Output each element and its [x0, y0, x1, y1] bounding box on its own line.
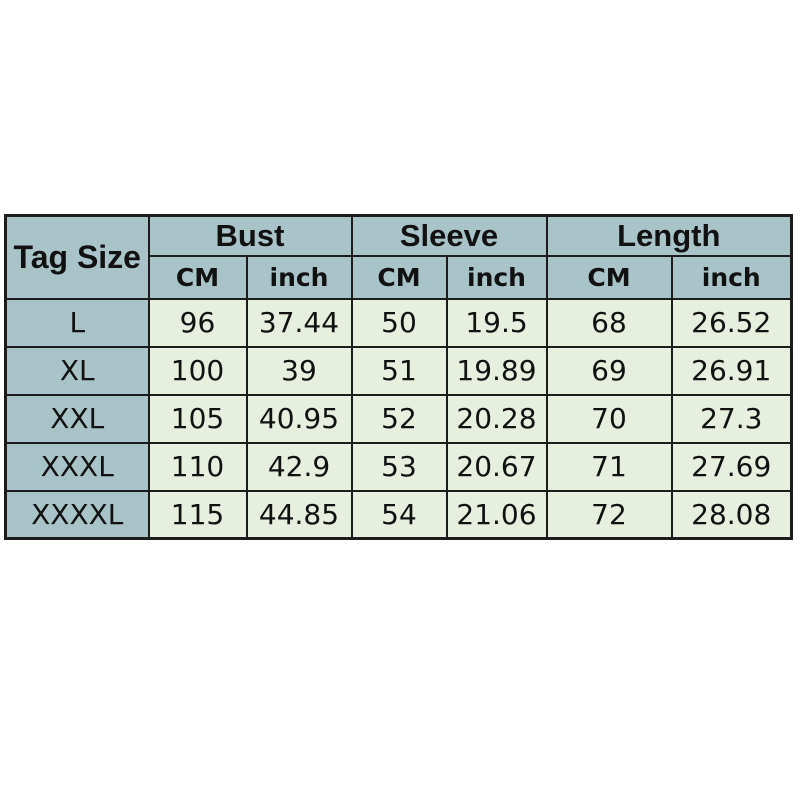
subheader-sleeve-inch: inch: [445, 254, 548, 300]
header-sub-row: CM inch CM inch CM inch: [6, 254, 793, 300]
table-row-l: L 96 37.44 50 19.5 68 26.52: [4, 297, 793, 348]
value-cell-length-inch: 26.52: [670, 297, 793, 348]
value-cell-bust-inch: 40.95: [245, 393, 353, 444]
subheader-length-inch: inch: [670, 254, 793, 300]
value-cell-bust-inch: 37.44: [245, 297, 353, 348]
value-cell-sleeve-cm: 52: [350, 393, 448, 444]
table-row-xl: XL 100 39 51 19.89 69 26.91: [4, 345, 793, 396]
size-label-cell: XL: [4, 345, 150, 396]
subheader-bust-inch: inch: [245, 254, 353, 300]
value-cell-bust-inch: 44.85: [245, 489, 353, 540]
size-label-cell: XXXXL: [4, 489, 150, 540]
size-label-cell: L: [4, 297, 150, 348]
value-cell-sleeve-inch: 20.28: [445, 393, 548, 444]
value-cell-bust-cm: 105: [147, 393, 248, 444]
group-header-length: Length: [545, 214, 793, 257]
value-cell-length-cm: 70: [545, 393, 673, 444]
value-cell-sleeve-cm: 53: [350, 441, 448, 492]
table-row-xxxl: XXXL 110 42.9 53 20.67 71 27.69: [4, 441, 793, 492]
header-cell-tag-size: Tag Size: [4, 214, 150, 300]
subheader-sleeve-cm: CM: [350, 254, 448, 300]
value-cell-length-inch: 28.08: [670, 489, 793, 540]
value-cell-bust-cm: 96: [147, 297, 248, 348]
subheader-bust-cm: CM: [147, 254, 248, 300]
value-cell-sleeve-inch: 19.5: [445, 297, 548, 348]
group-header-bust: Bust: [147, 214, 353, 257]
size-chart-table: Tag Size Bust Sleeve Length CM inch CM i…: [4, 214, 793, 540]
value-cell-bust-cm: 100: [147, 345, 248, 396]
value-cell-bust-cm: 110: [147, 441, 248, 492]
value-cell-length-inch: 26.91: [670, 345, 793, 396]
table-row-xxxxl: XXXXL 115 44.85 54 21.06 72 28.08: [4, 489, 793, 540]
value-cell-length-cm: 72: [545, 489, 673, 540]
size-label-cell: XXL: [4, 393, 150, 444]
subheader-length-cm: CM: [545, 254, 673, 300]
value-cell-length-cm: 69: [545, 345, 673, 396]
value-cell-length-inch: 27.3: [670, 393, 793, 444]
value-cell-sleeve-cm: 51: [350, 345, 448, 396]
value-cell-bust-inch: 42.9: [245, 441, 353, 492]
value-cell-sleeve-inch: 20.67: [445, 441, 548, 492]
value-cell-sleeve-inch: 21.06: [445, 489, 548, 540]
table-row-xxl: XXL 105 40.95 52 20.28 70 27.3: [4, 393, 793, 444]
group-header-sleeve: Sleeve: [350, 214, 548, 257]
value-cell-bust-cm: 115: [147, 489, 248, 540]
value-cell-length-inch: 27.69: [670, 441, 793, 492]
value-cell-sleeve-cm: 50: [350, 297, 448, 348]
value-cell-length-cm: 71: [545, 441, 673, 492]
value-cell-sleeve-cm: 54: [350, 489, 448, 540]
value-cell-sleeve-inch: 19.89: [445, 345, 548, 396]
header-group-row: Tag Size Bust Sleeve Length: [4, 214, 793, 300]
value-cell-length-cm: 68: [545, 297, 673, 348]
size-label-cell: XXXL: [4, 441, 150, 492]
value-cell-bust-inch: 39: [245, 345, 353, 396]
